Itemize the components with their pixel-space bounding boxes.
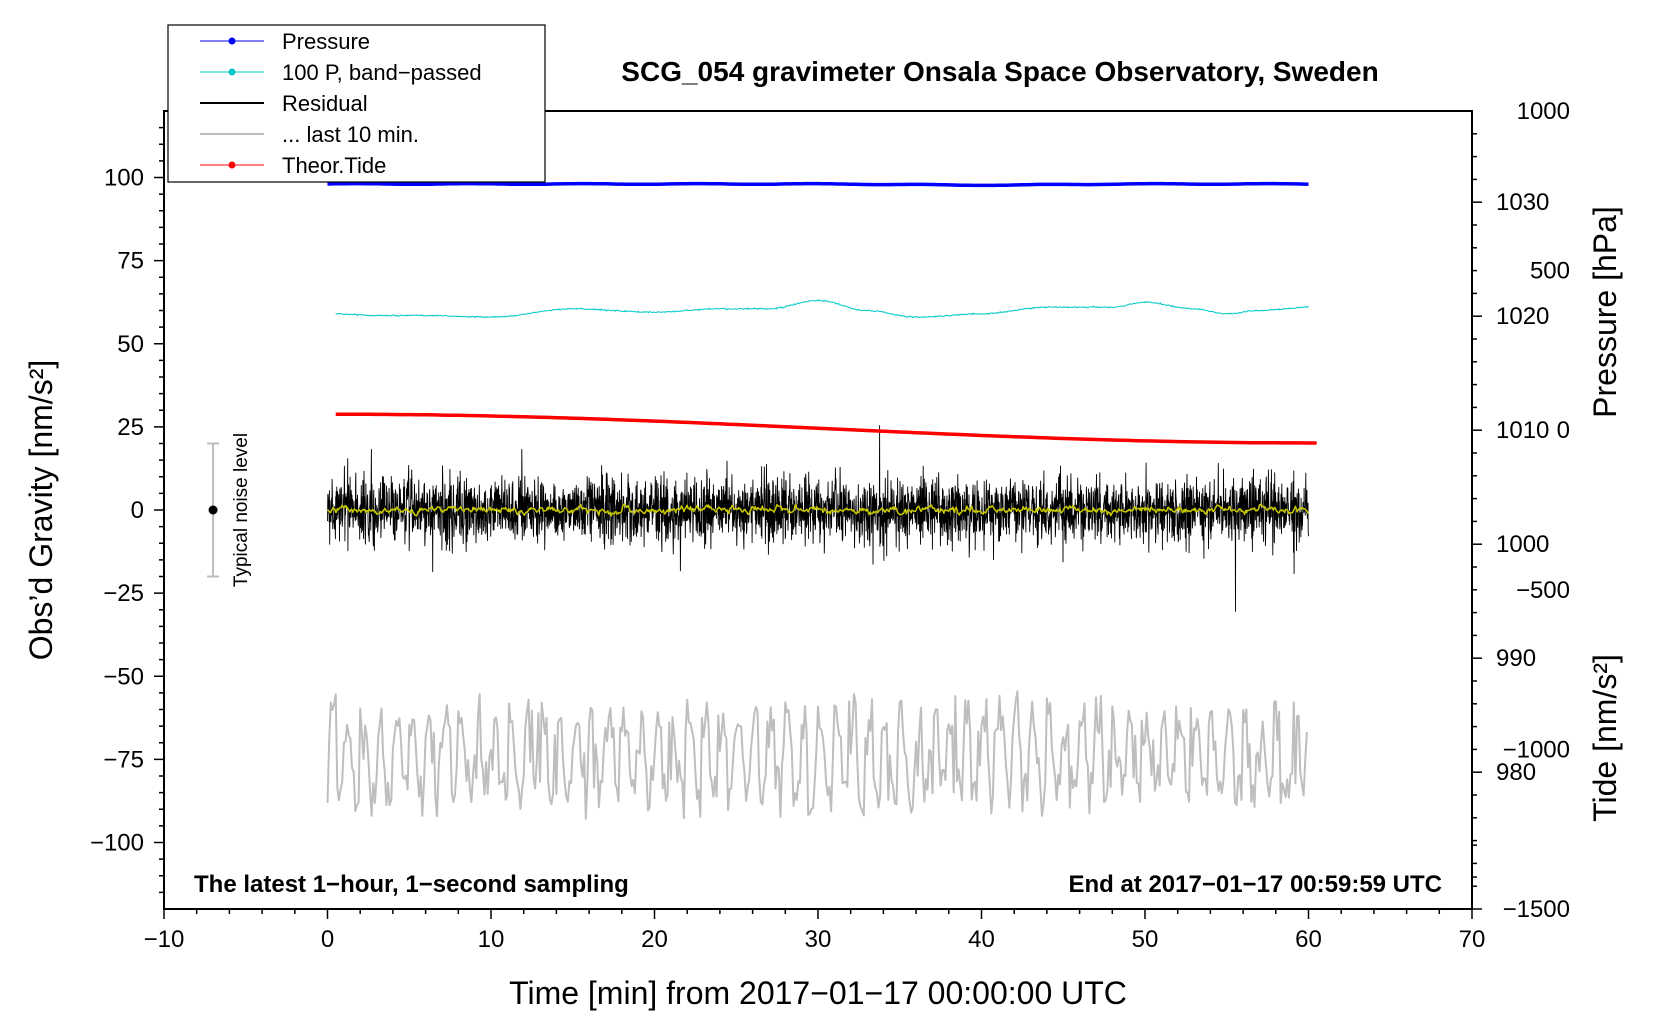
x-tick-label: 40 [968,926,995,953]
y-axis-tide-label: Tide [nm/s²] [1587,654,1623,822]
y-axis-left-label: Obs’d Gravity [nm/s²] [23,360,59,661]
legend-entry: Residual [200,91,368,116]
legend-label: Residual [282,91,368,116]
series-100-p-band-passed [335,299,1309,319]
y-left-tick-label: −75 [103,746,144,773]
legend-swatch-marker [228,37,236,45]
y-tide-tick-label: 1000 [1517,98,1570,125]
x-tick-label: −10 [144,926,185,953]
y-left-tick-label: 0 [131,497,144,524]
noise-level-indicator [207,442,220,578]
y-pressure-tick-label: 1030 [1496,189,1549,216]
legend-label: 100 P, band−passed [282,60,482,85]
y-left-tick-label: 100 [104,165,144,192]
legend-entry: 100 P, band−passed [200,60,482,85]
y-pressure-tick-label: 990 [1496,645,1536,672]
y-left-tick-label: 25 [117,414,144,441]
x-axis-label: Time [min] from 2017−01−17 00:00:00 UTC [509,975,1127,1011]
legend-label: Theor.Tide [282,153,386,178]
series--last-10-min- [326,690,1308,820]
y-left-tick-label: −50 [103,663,144,690]
y-tide-tick-label: −1500 [1503,896,1570,923]
y-left-tick-labels: 100 75 50 25 0 −25 −50 −75 −100 [90,165,144,857]
y-pressure-tick-label: 1010 [1496,417,1549,444]
x-tick-label: 70 [1459,926,1486,953]
x-tick-label: 10 [478,926,505,953]
x-tick-label: 30 [805,926,832,953]
legend-entry: ... last 10 min. [200,122,419,147]
chart-title: SCG_054 gravimeter Onsala Space Observat… [621,56,1378,87]
annotation-sampling: The latest 1−hour, 1−second sampling [194,871,629,898]
y-tide-tick-label: 500 [1530,258,1570,285]
tick-marks [154,126,1482,919]
x-tick-label: 20 [641,926,668,953]
legend-swatch-marker [228,161,236,169]
series-theor-tide [335,412,1317,445]
legend-label: Pressure [282,29,370,54]
y-tide-tick-label: 0 [1557,417,1570,444]
y-left-tick-label: −25 [103,580,144,607]
y-tide-tick-labels: 1000 500 0 −500 −1000 −1500 [1503,98,1570,923]
series-pressure [327,181,1309,188]
y-pressure-tick-label: 1020 [1496,303,1549,330]
x-tick-label: 50 [1132,926,1159,953]
series-layer [326,181,1317,820]
legend-swatch-marker [228,68,236,76]
y-pressure-tick-label: 980 [1496,759,1536,786]
y-tide-tick-label: −1000 [1503,736,1570,763]
legend-label: ... last 10 min. [282,122,419,147]
y-left-tick-label: −100 [90,830,144,857]
series-residual-mean-smoothed- [326,503,1309,517]
y-left-tick-label: 50 [117,331,144,358]
x-tick-labels: −10 0 10 20 30 40 50 60 70 [144,926,1486,953]
series-residual [327,425,1309,612]
x-tick-label: 60 [1295,926,1322,953]
noise-level-label: Typical noise level [231,433,252,587]
x-tick-label: 0 [321,926,334,953]
legend: Pressure 100 P, band−passed Residual ... la… [167,24,546,183]
noise-bar-center [208,505,218,515]
legend-entry: Pressure [200,29,370,54]
y-axis-pressure-label: Pressure [hPa] [1587,206,1623,418]
legend-entry: Theor.Tide [200,153,386,178]
y-tide-tick-label: −500 [1516,577,1570,604]
y-pressure-tick-labels: 1030 1020 1010 1000 990 980 [1496,189,1549,786]
y-left-tick-label: 75 [117,248,144,275]
y-pressure-tick-label: 1000 [1496,531,1549,558]
annotation-end-time: End at 2017−01−17 00:59:59 UTC [1068,871,1442,898]
